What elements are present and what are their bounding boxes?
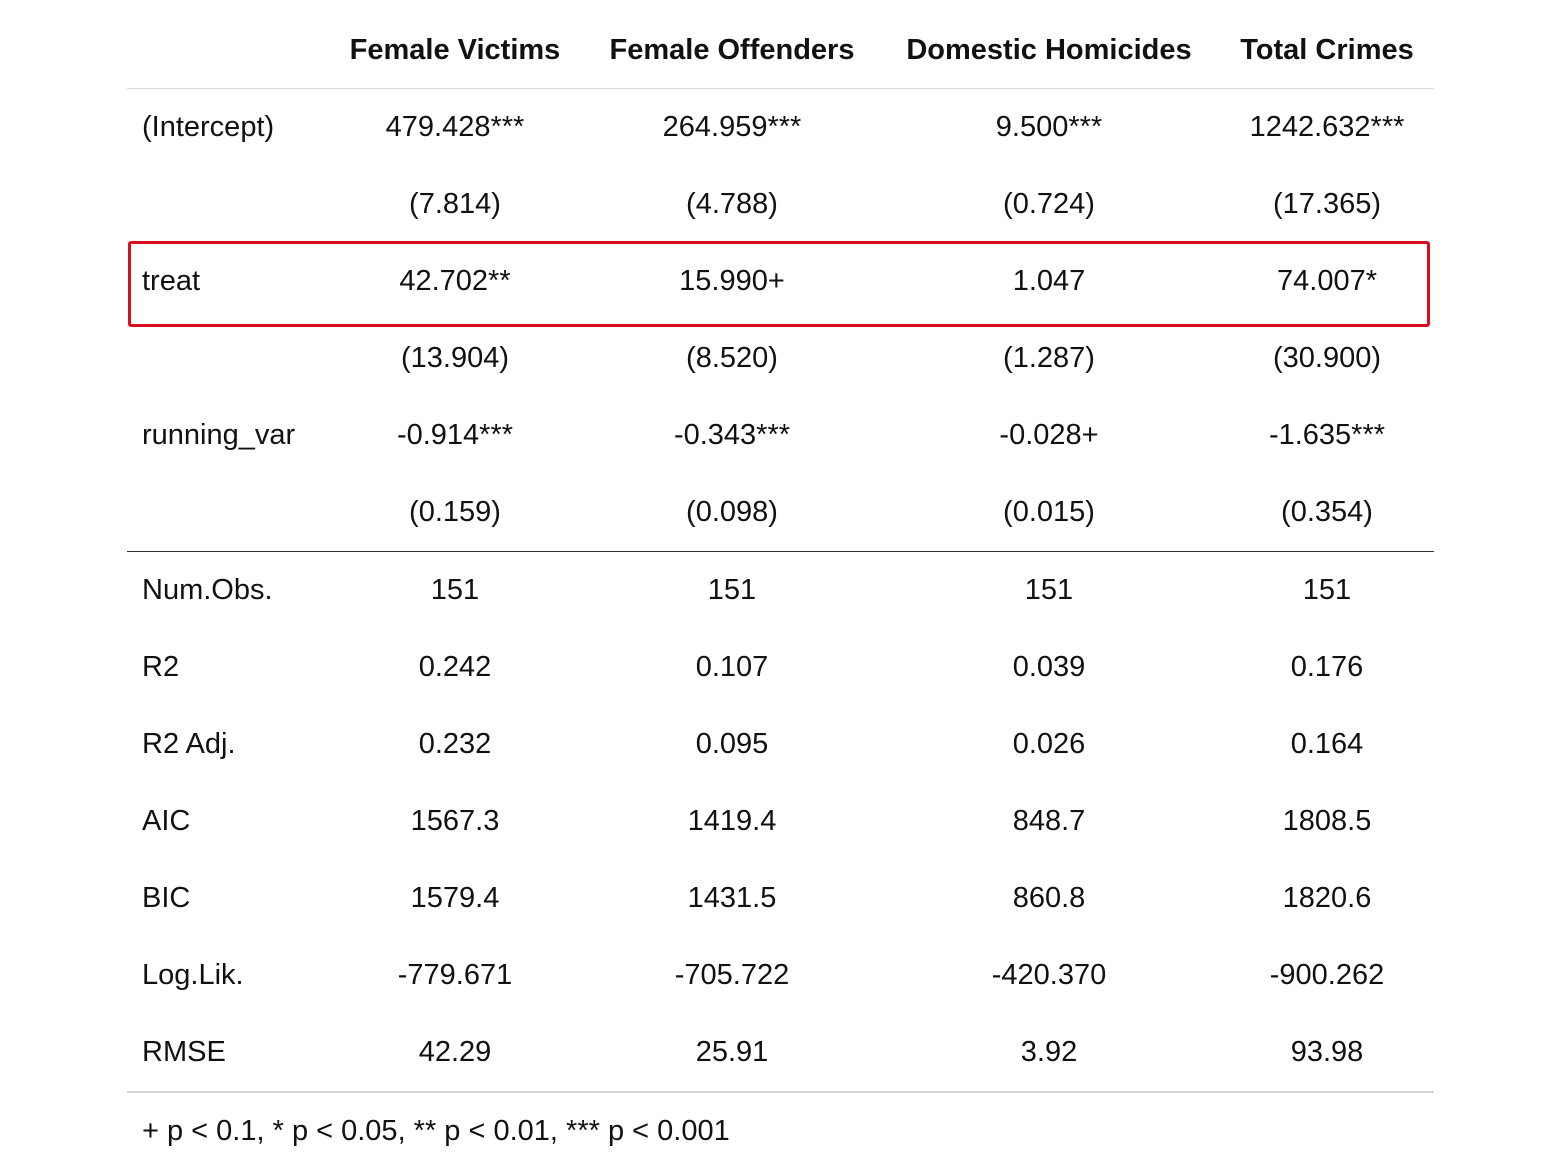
header-domestic-homicides: Domestic Homicides (878, 12, 1220, 89)
row-label (127, 474, 324, 552)
cell: 0.026 (1012, 728, 1086, 760)
cell: 0.095 (695, 728, 769, 760)
cell: 0.242 (418, 651, 492, 683)
cell: -0.914*** (396, 419, 514, 451)
row-r2-adj: R2 Adj. 0.232 0.095 0.026 0.164 (127, 706, 1434, 783)
header-total-crimes: Total Crimes (1220, 12, 1434, 89)
header-empty (127, 12, 324, 89)
row-label: BIC (142, 882, 191, 914)
cell: (0.159) (409, 496, 501, 528)
cell: 1431.5 (687, 882, 777, 914)
cell: 1242.632*** (1249, 111, 1405, 143)
cell: 1419.4 (687, 805, 777, 837)
regression-table: Female Victims Female Offenders Domestic… (127, 12, 1434, 1093)
row-log-lik: Log.Lik. -779.671 -705.722 -420.370 -900… (127, 937, 1434, 1014)
cell: -705.722 (674, 959, 790, 991)
cell: 264.959*** (662, 111, 802, 143)
cell: 151 (324, 551, 586, 629)
cell: 42.29 (324, 1014, 586, 1093)
cell: 15.990+ (679, 265, 785, 297)
row-aic: AIC 1567.3 1419.4 848.7 1808.5 (127, 783, 1434, 860)
row-label: Log.Lik. (142, 959, 244, 991)
row-intercept-se: (7.814) (4.788) (0.724) (17.365) (127, 166, 1434, 243)
row-label (127, 166, 324, 243)
cell: (13.904) (400, 342, 509, 374)
cell: 0.176 (1290, 651, 1364, 683)
cell: (17.365) (1272, 188, 1381, 220)
cell: (0.098) (686, 496, 778, 528)
cell: 1.047 (1012, 265, 1086, 297)
cell: (0.354) (1281, 496, 1373, 528)
cell: 848.7 (1012, 805, 1086, 837)
cell: 860.8 (1012, 882, 1086, 914)
cell: 1808.5 (1282, 805, 1372, 837)
cell: -900.262 (1269, 959, 1385, 991)
cell: (30.900) (1272, 342, 1381, 374)
cell: -0.343*** (673, 419, 791, 451)
cell: 25.91 (586, 1014, 878, 1093)
significance-footnote: + p < 0.1, * p < 0.05, ** p < 0.01, *** … (142, 1115, 730, 1147)
cell: 479.428*** (385, 111, 525, 143)
cell: 74.007* (1277, 265, 1377, 297)
cell: 0.232 (418, 728, 492, 760)
row-r2: R2 0.242 0.107 0.039 0.176 (127, 629, 1434, 706)
header-row: Female Victims Female Offenders Domestic… (127, 12, 1434, 89)
row-num-obs: Num.Obs. 151 151 151 151 (127, 551, 1434, 629)
row-label: Num.Obs. (127, 551, 324, 629)
row-bic: BIC 1579.4 1431.5 860.8 1820.6 (127, 860, 1434, 937)
cell: 151 (1220, 551, 1434, 629)
row-treat-se: (13.904) (8.520) (1.287) (30.900) (127, 320, 1434, 397)
row-rmse: RMSE 42.29 25.91 3.92 93.98 (127, 1014, 1434, 1093)
header-female-victims: Female Victims (324, 12, 586, 89)
row-label: (Intercept) (142, 111, 275, 143)
row-running-var-se: (0.159) (0.098) (0.015) (0.354) (127, 474, 1434, 552)
row-label: running_var (142, 419, 296, 451)
row-running-var: running_var -0.914*** -0.343*** -0.028+ … (127, 397, 1434, 474)
header-female-offenders: Female Offenders (586, 12, 878, 89)
cell: (4.788) (686, 188, 778, 220)
cell: 0.039 (1012, 651, 1086, 683)
row-treat: treat 42.702** 15.990+ 1.047 74.007* (127, 243, 1434, 320)
cell: (7.814) (409, 188, 501, 220)
cell: 93.98 (1220, 1014, 1434, 1093)
cell: 0.164 (1290, 728, 1364, 760)
cell: -1.635*** (1268, 419, 1386, 451)
cell: -779.671 (397, 959, 513, 991)
row-label: AIC (142, 805, 191, 837)
cell: 1567.3 (410, 805, 500, 837)
cell: (0.015) (1003, 496, 1095, 528)
cell: 1820.6 (1282, 882, 1372, 914)
cell: 3.92 (878, 1014, 1220, 1093)
cell: 0.107 (695, 651, 769, 683)
row-label (127, 320, 324, 397)
row-label: R2 (142, 651, 180, 683)
regression-table-container: Female Victims Female Offenders Domestic… (127, 12, 1434, 1093)
cell: (0.724) (1003, 188, 1095, 220)
row-label: treat (142, 265, 201, 297)
cell: 1579.4 (410, 882, 500, 914)
row-label: R2 Adj. (142, 728, 236, 760)
cell: 151 (586, 551, 878, 629)
row-intercept: (Intercept) 479.428*** 264.959*** 9.500*… (127, 89, 1434, 167)
row-label: RMSE (127, 1014, 324, 1093)
cell: 151 (878, 551, 1220, 629)
cell: 42.702** (399, 265, 511, 297)
cell: (8.520) (686, 342, 778, 374)
cell: 9.500*** (995, 111, 1103, 143)
cell: -420.370 (991, 959, 1107, 991)
cell: (1.287) (1003, 342, 1095, 374)
cell: -0.028+ (999, 419, 1099, 451)
